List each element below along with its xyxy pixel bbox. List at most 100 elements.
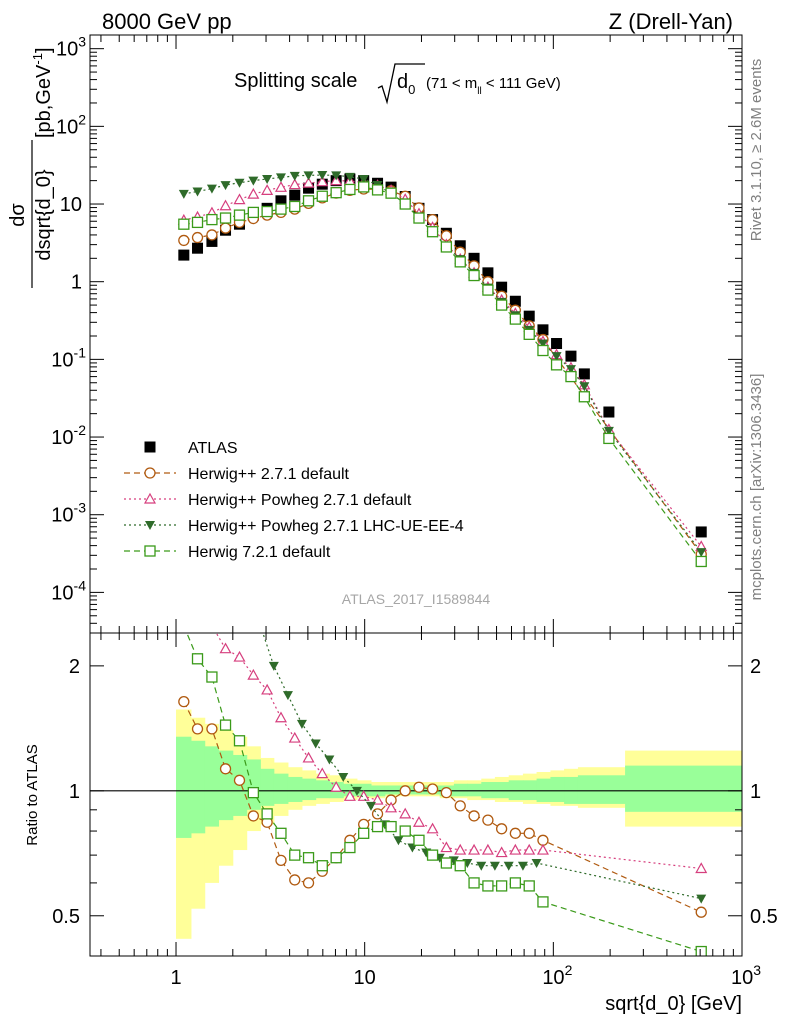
main-point-herwig7 [206, 213, 218, 226]
ratio-point-powheg_ue [282, 691, 293, 701]
ylabel-unit-sup: -1 [30, 53, 45, 65]
legend-marker-atlas [144, 441, 156, 453]
main-point-powheg_ue [275, 173, 286, 183]
ylabel-unit: [pb,GeV-1] [30, 47, 55, 138]
ratio-point-herwig7 [399, 825, 411, 837]
ratio-xtick-label: 1 [170, 967, 181, 989]
ratio-point-herwigpp [219, 763, 232, 775]
ratio-point-herwigpp [247, 810, 260, 822]
main-series-herwig7 [178, 181, 707, 568]
main-point-atlas [565, 350, 577, 362]
main-point-herwig7 [537, 344, 549, 357]
main-ytick-label: 103 [56, 34, 86, 61]
band-inner-bin [260, 768, 275, 806]
ratio-point-herwigpp [495, 823, 508, 835]
ratio-point-powheg_ue [517, 861, 528, 871]
main-point-herwig7 [371, 184, 384, 196]
ratio-point-herwig7 [316, 860, 328, 872]
band-inner-bin [625, 765, 742, 812]
ratio-point-herwig7 [330, 852, 342, 864]
ratio-point-herwig7 [344, 841, 356, 854]
title-range: (71 < mll < 111 GeV) [426, 75, 561, 97]
main-point-atlas [303, 182, 315, 194]
legend-label-herwig7: Herwig 7.2.1 default [188, 544, 331, 561]
legend-label-powheg_ue: Herwig++ Powheg 2.7.1 LHC-UE-EE-4 [188, 518, 464, 535]
main-point-powheg [316, 175, 329, 187]
ratio-point-herwigpp [275, 854, 287, 866]
main-point-powheg_ue [262, 174, 273, 184]
ratio-ytick-label: 2 [69, 656, 80, 678]
ylabel-num: dσ [7, 203, 29, 227]
main-ytick-label: 10 [60, 194, 82, 216]
title-range-start: (71 < m [426, 75, 477, 92]
ratio-point-herwig7 [468, 877, 480, 889]
ratio-point-powheg [440, 841, 453, 853]
main-point-herwig7 [261, 205, 273, 218]
ratio-ytick-label: 0.5 [52, 906, 80, 928]
ratio-point-herwigpp [206, 723, 218, 735]
ratio-ytick-label: 1 [69, 781, 80, 803]
ratio-point-powheg_ue [296, 719, 307, 729]
ratio-point-powheg [468, 843, 481, 855]
main-point-herwig7 [344, 183, 356, 196]
ratio-point-herwig7 [509, 877, 522, 889]
ratio-xlabel: sqrt{d_0} [GeV] [605, 993, 742, 1015]
band-inner-bin [467, 783, 482, 797]
ratio-point-powheg_ue [365, 801, 376, 811]
main-point-powheg [233, 193, 246, 205]
sqrt-symbol [377, 63, 425, 105]
ratio-line-herwigpp [183, 701, 702, 913]
main-point-powheg_ue [344, 172, 355, 182]
ratio-point-powheg [302, 751, 315, 763]
band-inner-bin [204, 746, 220, 827]
ratio-point-powheg_ue [324, 755, 335, 765]
main-point-herwig7 [565, 370, 577, 383]
main-ytick-label: 1 [71, 272, 82, 294]
main-ytick-label: 102 [56, 111, 86, 138]
main-point-herwig7 [191, 216, 204, 229]
main-point-atlas [537, 324, 549, 336]
main-ytick-label: 10-2 [51, 422, 86, 449]
ratio-point-powheg [330, 781, 343, 792]
ratio-point-herwigpp [233, 774, 246, 786]
main-point-powheg_ue [248, 176, 259, 186]
main-point-atlas [275, 195, 287, 207]
main-plot: 10-4 10-3 10-2 10-1 1 10 102 103 Splitting scal… [7, 34, 743, 634]
main-point-herwig7 [550, 359, 563, 371]
band-inner-bin [550, 776, 565, 802]
main-point-powheg_ue [603, 426, 614, 436]
main-point-atlas [178, 249, 190, 261]
main-point-atlas [468, 252, 480, 264]
main-point-atlas [496, 281, 508, 293]
ratio-point-herwig7 [454, 860, 466, 872]
ratio-point-powheg [509, 843, 522, 855]
ratio-ytick-label-right: 1 [750, 781, 761, 803]
ratio-point-herwigpp [426, 783, 439, 795]
main-point-powheg_ue [317, 171, 328, 181]
ratio-point-powheg [247, 668, 260, 680]
ratio-point-herwigpp [468, 810, 480, 822]
main-point-powheg [302, 176, 315, 188]
main-point-herwig7 [302, 195, 315, 207]
main-point-atlas [192, 242, 204, 254]
main-series-layer [177, 171, 708, 568]
main-point-herwig7 [578, 391, 590, 403]
main-point-powheg [274, 181, 287, 192]
title-sqrt-sub: 0 [408, 82, 415, 97]
header-left: 8000 GeV pp [102, 9, 232, 34]
ratio-point-powheg [695, 862, 708, 874]
ratio-point-herwigpp [454, 800, 466, 812]
main-point-powheg_ue [178, 189, 189, 199]
ratio-point-powheg [207, 621, 217, 630]
main-point-herwig7 [440, 241, 453, 253]
main-point-herwig7 [399, 198, 411, 210]
ratio-point-powheg [536, 843, 549, 855]
ratio-point-powheg [385, 801, 398, 813]
main-axes: 10-4 10-3 10-2 10-1 1 10 102 103 [51, 34, 743, 634]
ratio-point-herwig7 [426, 849, 439, 861]
main-point-herwigpp [191, 231, 204, 244]
main-point-atlas [454, 240, 466, 252]
ratio-point-powheg_ue [255, 622, 265, 631]
main-point-powheg_ue [537, 339, 548, 349]
legend-label-powheg: Herwig++ Powheg 2.7.1 default [188, 492, 412, 509]
